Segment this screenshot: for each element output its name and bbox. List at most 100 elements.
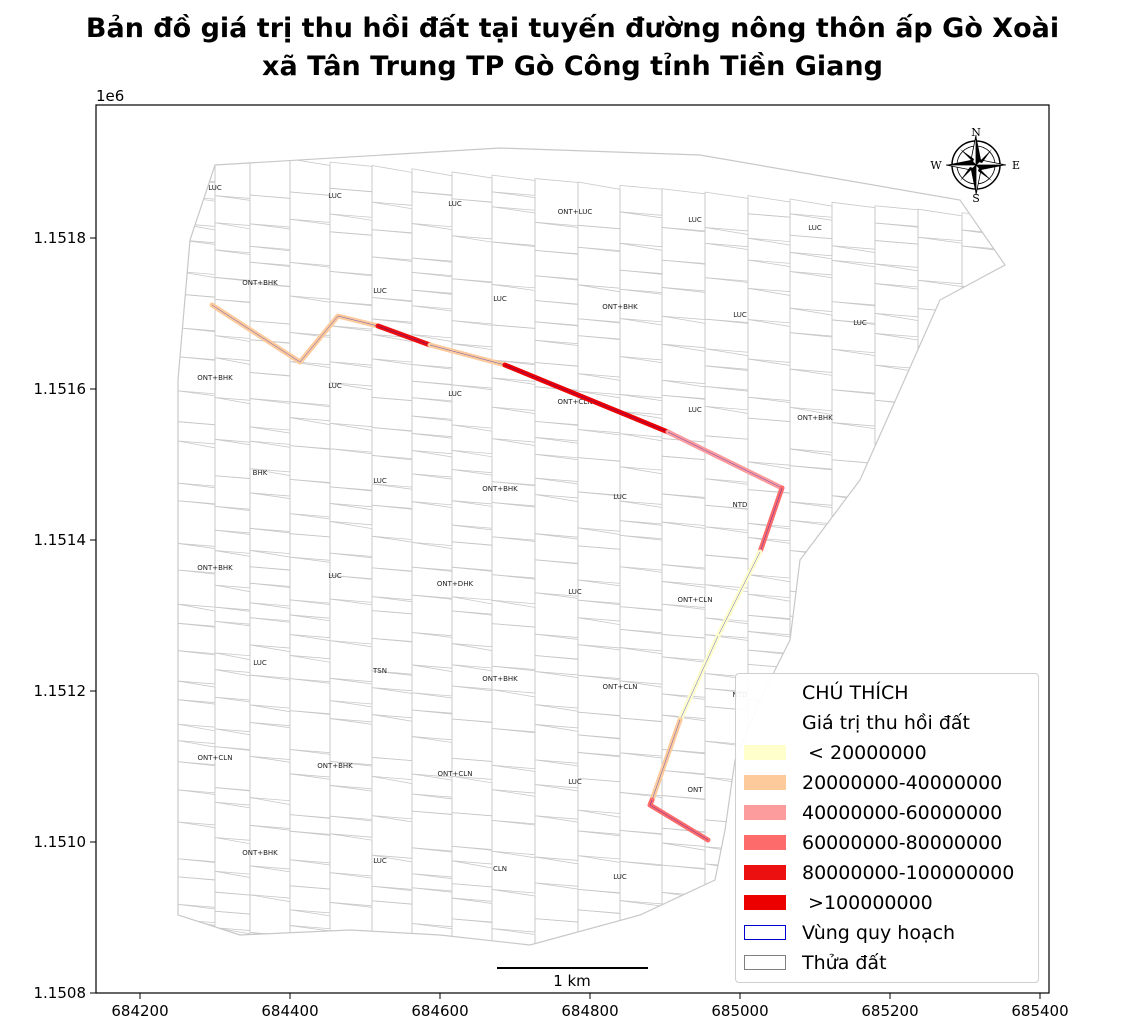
parcel (411, 223, 453, 262)
parcel (917, 421, 963, 467)
parcel (747, 319, 791, 363)
parcel (249, 931, 291, 945)
parcel (874, 597, 919, 637)
parcel (178, 789, 216, 826)
parcel (704, 242, 749, 282)
parcel (451, 500, 493, 529)
parcel (961, 355, 1005, 382)
parcel-label: LUC (373, 477, 387, 485)
parcel (329, 422, 373, 453)
east-label: E (1012, 159, 1020, 172)
x-tick-label: 684800 (561, 1002, 618, 1020)
parcel (789, 465, 833, 506)
legend-swatch (744, 865, 786, 880)
parcel (962, 980, 1005, 1022)
parcel (917, 279, 963, 313)
legend-subheading: Giá trị thu hồi đất (802, 712, 970, 734)
parcel (452, 951, 492, 976)
parcel (789, 519, 833, 555)
parcel (371, 815, 413, 859)
x-axis: 684200 684400 684600 684800 685000 685200 6854… (111, 993, 1069, 1020)
north-label: N (971, 126, 981, 139)
parcel (961, 285, 1005, 305)
parcel (874, 562, 919, 602)
parcel (961, 564, 1005, 590)
parcel (661, 769, 706, 800)
parcel (290, 953, 330, 997)
parcel (661, 343, 706, 385)
parcel (214, 696, 251, 733)
parcel (214, 910, 251, 931)
parcel (329, 677, 373, 705)
parcel (289, 533, 331, 561)
parcel (289, 556, 331, 604)
parcel (831, 532, 876, 555)
parcel (289, 361, 331, 406)
parcel (577, 711, 621, 739)
parcel (491, 324, 536, 364)
x-tick-label: 685000 (711, 1002, 768, 1020)
parcel (534, 178, 579, 227)
parcel (214, 222, 251, 254)
x-tick-label: 684200 (111, 1002, 168, 1020)
parcel (289, 654, 331, 683)
parcel (917, 208, 963, 242)
parcel (214, 669, 251, 701)
parcel (961, 439, 1005, 471)
parcel (329, 640, 373, 683)
parcel-label: ONT+BHK (197, 564, 233, 572)
parcel (451, 449, 493, 474)
parcel (249, 582, 291, 607)
parcel (831, 629, 876, 676)
parcel-label: LUC (253, 659, 267, 667)
parcel (329, 231, 373, 276)
parcel (411, 380, 453, 402)
parcel (619, 935, 663, 945)
parcel (411, 397, 453, 420)
parcel (619, 606, 663, 634)
parcel (831, 422, 876, 464)
parcel (577, 809, 621, 835)
parcel (917, 567, 963, 609)
parcel-label: ONT+CLN (438, 770, 473, 778)
road-value-layer (209, 302, 785, 843)
parcel-label: ONT+BHK (797, 414, 833, 422)
parcel (289, 158, 331, 196)
legend-label: < 20000000 (802, 742, 927, 764)
parcel (704, 504, 749, 531)
parcel (491, 764, 536, 794)
parcel (747, 213, 791, 243)
parcel (371, 714, 413, 762)
parcel (249, 282, 291, 325)
parcel-label: LUC (688, 216, 702, 224)
parcel (874, 442, 919, 481)
parcel-label: ONT+BHK (602, 303, 638, 311)
parcel (917, 489, 963, 532)
parcel (789, 615, 833, 647)
parcel (577, 888, 621, 914)
parcel-label: ONT+CLN (603, 683, 638, 691)
parcel (491, 623, 536, 671)
map-title: Bản đồ giá trị thu hồi đất tại tuyến đườ… (0, 10, 1145, 86)
parcel (371, 297, 413, 323)
parcel (289, 678, 331, 715)
parcel-label: LUC (568, 588, 582, 596)
parcel-label: LUC (613, 493, 627, 501)
parcel (789, 332, 833, 373)
scale-bar: 1 km (497, 967, 648, 990)
parcel (214, 249, 251, 281)
parcel (619, 500, 663, 525)
parcel (874, 240, 919, 268)
parcel (831, 495, 876, 537)
parcel (451, 610, 493, 648)
parcel (411, 632, 453, 669)
parcel (747, 396, 791, 422)
parcel (534, 249, 579, 280)
planning-zone-outline (651, 719, 681, 801)
planning-zone-outline (759, 487, 783, 553)
parcel (661, 942, 706, 945)
parcel (961, 212, 1005, 234)
parcel (371, 396, 413, 432)
parcel (249, 617, 291, 649)
parcel (917, 308, 963, 351)
